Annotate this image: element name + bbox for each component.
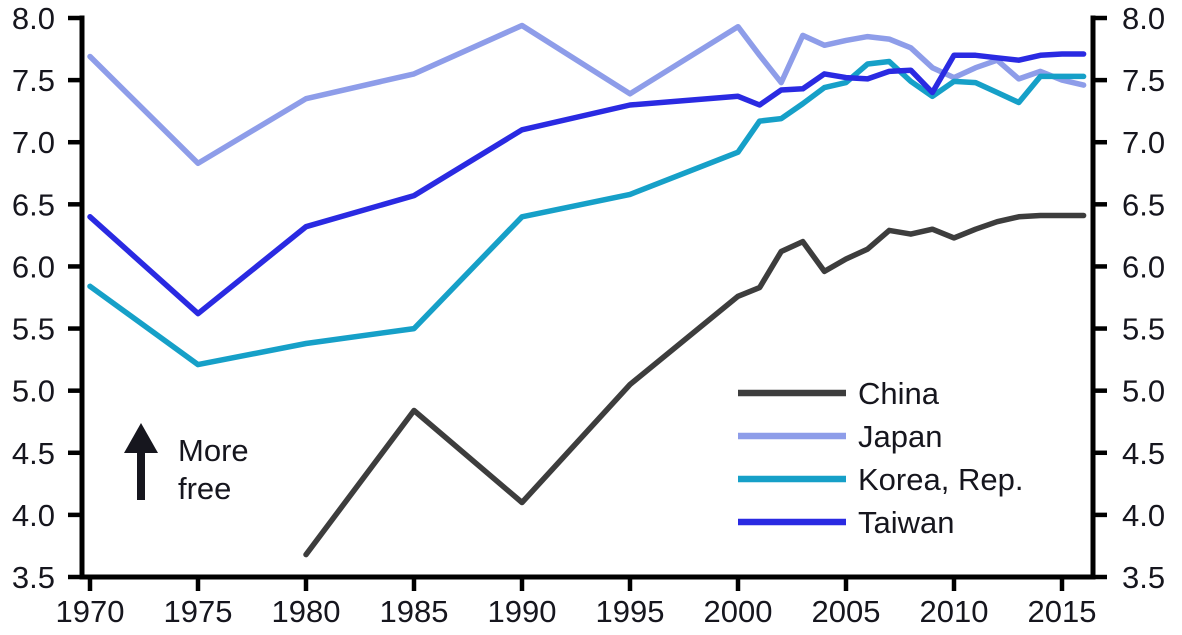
series-line-china — [303, 212, 1087, 558]
y-axis-right-tick-label: 7.5 — [1122, 63, 1165, 98]
series-lines — [87, 22, 1087, 558]
up-arrow-icon — [124, 423, 158, 453]
legend-label-taiwan: Taiwan — [858, 505, 955, 540]
x-axis-tick-label: 2000 — [704, 594, 773, 629]
annotation-text-line2: free — [178, 471, 231, 506]
y-axis-left-tick-label: 8.0 — [12, 1, 55, 36]
axes: 8.0 8.0 7.5 7.5 7.0 7.0 6.5 6.5 6.0 6.0 5.5 5.5 5.0 5… — [12, 1, 1165, 629]
x-axis-tick-label: 1970 — [56, 594, 125, 629]
y-axis-left-tick-label: 4.5 — [12, 436, 55, 471]
y-axis-right-tick-label: 8.0 — [1122, 1, 1165, 36]
y-axis-right-tick-label: 5.5 — [1122, 312, 1165, 347]
y-axis-right-tick-label: 5.0 — [1122, 374, 1165, 409]
x-axis-tick-label: 1975 — [164, 594, 233, 629]
y-axis-left-tick-label: 5.5 — [12, 312, 55, 347]
legend: China Japan Korea, Rep. Taiwan — [738, 376, 1023, 540]
annotation-text-line1: More — [178, 433, 249, 468]
series-line-taiwan — [87, 51, 1087, 317]
y-axis-left-tick-label: 7.5 — [12, 63, 55, 98]
y-axis-right-tick-label: 4.5 — [1122, 436, 1165, 471]
series-line-korea-rep — [87, 58, 1087, 368]
y-axis-left-tick-label: 7.0 — [12, 125, 55, 160]
y-axis-right-tick-label: 3.5 — [1122, 560, 1165, 595]
x-axis-tick-label: 1990 — [488, 594, 557, 629]
x-axis-tick-label: 1985 — [380, 594, 449, 629]
x-axis-tick-label: 2005 — [812, 594, 881, 629]
y-axis-right-tick-label: 6.5 — [1122, 187, 1165, 222]
y-axis-right-tick-label: 4.0 — [1122, 498, 1165, 533]
x-axis-tick-label: 1995 — [596, 594, 665, 629]
x-axis-tick-label: 2015 — [1028, 594, 1097, 629]
y-axis-right-tick-label: 7.0 — [1122, 125, 1165, 160]
y-axis-left-tick-label: 4.0 — [12, 498, 55, 533]
x-axis-tick-label: 1980 — [272, 594, 341, 629]
y-axis-left-tick-label: 6.0 — [12, 249, 55, 284]
legend-label-japan: Japan — [858, 419, 942, 454]
y-axis-left-tick-label: 6.5 — [12, 187, 55, 222]
x-axis-tick-label: 2010 — [920, 594, 989, 629]
y-axis-left-tick-label: 3.5 — [12, 560, 55, 595]
legend-label-china: China — [858, 376, 940, 411]
y-axis-right-tick-label: 6.0 — [1122, 249, 1165, 284]
series-line-japan — [87, 22, 1087, 167]
y-axis-left-tick-label: 5.0 — [12, 374, 55, 409]
legend-label-korea-rep: Korea, Rep. — [858, 462, 1023, 497]
